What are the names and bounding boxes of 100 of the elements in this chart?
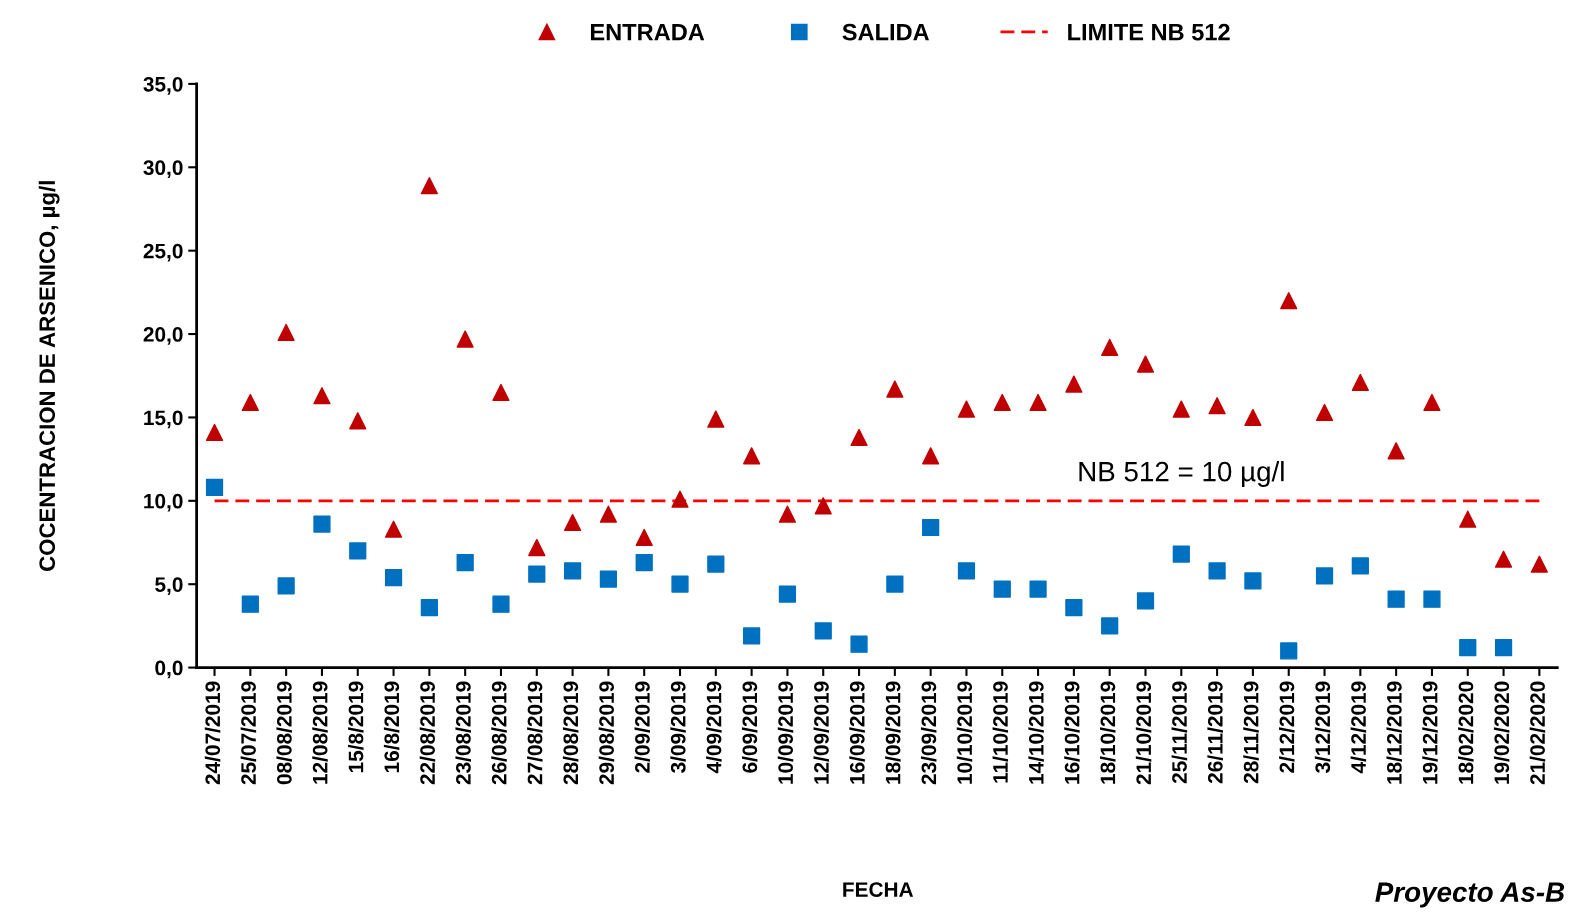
point bbox=[1459, 510, 1477, 528]
point bbox=[599, 505, 618, 523]
point bbox=[635, 553, 653, 572]
point bbox=[277, 577, 295, 595]
point bbox=[1423, 393, 1441, 412]
point bbox=[420, 598, 438, 617]
x-tick-label: 28/11/2019 bbox=[1243, 681, 1259, 784]
point bbox=[1244, 572, 1262, 590]
x-tick-label: 16/8/2019 bbox=[383, 681, 400, 773]
x-tick-label: 10/09/2019 bbox=[777, 681, 794, 784]
point bbox=[384, 568, 403, 587]
point bbox=[563, 513, 582, 532]
point bbox=[528, 565, 546, 583]
x-tick-label: 28/08/2019 bbox=[562, 681, 579, 785]
point bbox=[599, 570, 618, 588]
x-tick-label: 21/10/2019 bbox=[1135, 681, 1152, 785]
x-tick-label: 22/08/2019 bbox=[419, 681, 436, 785]
point bbox=[1065, 598, 1083, 617]
point bbox=[1387, 590, 1405, 608]
x-tick-label: 18/12/2019 bbox=[1386, 681, 1402, 784]
point bbox=[814, 497, 832, 515]
point bbox=[492, 383, 510, 402]
point bbox=[1136, 355, 1155, 373]
point bbox=[671, 490, 689, 508]
annotation: NB 512 = 10 µg/l bbox=[1079, 461, 1284, 487]
y-tick-label: 15,0 bbox=[144, 410, 183, 429]
point bbox=[671, 575, 689, 593]
point bbox=[1315, 403, 1334, 422]
point bbox=[635, 528, 653, 547]
point bbox=[492, 595, 510, 613]
x-tick-label: 2/09/2019 bbox=[634, 681, 651, 773]
y-tick-label: 10,0 bbox=[144, 493, 183, 512]
x-tick-label: 10/10/2019 bbox=[956, 681, 973, 784]
x-tick-label: 25/07/2019 bbox=[240, 681, 257, 785]
point bbox=[778, 585, 797, 603]
point bbox=[1387, 442, 1405, 460]
x-tick-label: 18/09/2019 bbox=[885, 681, 901, 784]
point bbox=[1459, 638, 1477, 657]
x-tick-label: 08/08/2019 bbox=[276, 681, 292, 785]
y-tick-label: 25,0 bbox=[143, 243, 183, 262]
legend-label: SALIDA bbox=[842, 23, 930, 41]
point bbox=[1280, 292, 1298, 310]
x-tick-label: 4/09/2019 bbox=[706, 681, 722, 774]
point bbox=[205, 478, 224, 497]
point bbox=[957, 400, 976, 418]
x-tick-label: 12/08/2019 bbox=[312, 681, 328, 784]
point bbox=[1351, 557, 1369, 575]
point bbox=[886, 575, 904, 593]
x-tick-label: 19/02/2020 bbox=[1493, 681, 1510, 784]
point bbox=[1423, 590, 1441, 608]
point bbox=[993, 393, 1011, 412]
point bbox=[1172, 400, 1190, 418]
point bbox=[1208, 397, 1226, 415]
point bbox=[778, 505, 797, 523]
point bbox=[1494, 638, 1513, 657]
x-tick-label: 11/10/2019 bbox=[992, 681, 1009, 783]
x-tick-label: 3/09/2019 bbox=[670, 681, 686, 773]
point bbox=[384, 520, 403, 538]
point bbox=[420, 177, 438, 195]
y-tick-label: 5,0 bbox=[155, 577, 183, 595]
point bbox=[850, 428, 868, 447]
x-tick-label: 26/11/2019 bbox=[1207, 681, 1223, 784]
point bbox=[707, 555, 725, 573]
legend-label: ENTRADA bbox=[590, 24, 705, 41]
y-axis-title: COCENTRACION DE ARSENICO, µg/l bbox=[38, 181, 60, 571]
x-tick-label: 4/12/2019 bbox=[1350, 681, 1367, 774]
point bbox=[957, 562, 976, 580]
legend-label: LIMITE NB 512 bbox=[1068, 23, 1230, 41]
point bbox=[456, 553, 474, 572]
x-tick-label: 12/09/2019 bbox=[813, 681, 830, 784]
point bbox=[1351, 373, 1369, 392]
x-tick-label: 29/08/2019 bbox=[598, 681, 615, 785]
y-tick-label: 35,0 bbox=[143, 76, 183, 95]
point bbox=[993, 580, 1011, 598]
x-tick-label: 23/09/2019 bbox=[920, 681, 937, 785]
point bbox=[277, 323, 295, 341]
point bbox=[1029, 393, 1047, 412]
x-tick-label: 27/08/2019 bbox=[527, 681, 543, 785]
point bbox=[1494, 550, 1513, 568]
point bbox=[1029, 580, 1047, 598]
point bbox=[1065, 375, 1083, 393]
y-tick-label: 0,0 bbox=[155, 660, 183, 679]
point bbox=[743, 447, 761, 465]
point bbox=[1244, 408, 1262, 427]
x-tick-label: 6/09/2019 bbox=[741, 681, 758, 773]
x-tick-label: 14/10/2019 bbox=[1028, 681, 1044, 784]
point bbox=[349, 542, 367, 560]
point bbox=[1208, 562, 1226, 580]
x-tick-label: 25/11/2019 bbox=[1171, 681, 1188, 784]
point bbox=[922, 447, 940, 465]
point bbox=[1530, 555, 1548, 573]
point bbox=[349, 412, 367, 430]
x-tick-label: 16/10/2019 bbox=[1064, 681, 1080, 784]
point bbox=[313, 515, 331, 533]
point bbox=[1101, 617, 1119, 635]
point bbox=[528, 538, 546, 557]
x-tick-label: 18/02/2020 bbox=[1458, 681, 1474, 784]
point bbox=[241, 393, 259, 412]
x-axis-title: FECHA bbox=[843, 882, 914, 897]
point bbox=[743, 627, 761, 645]
